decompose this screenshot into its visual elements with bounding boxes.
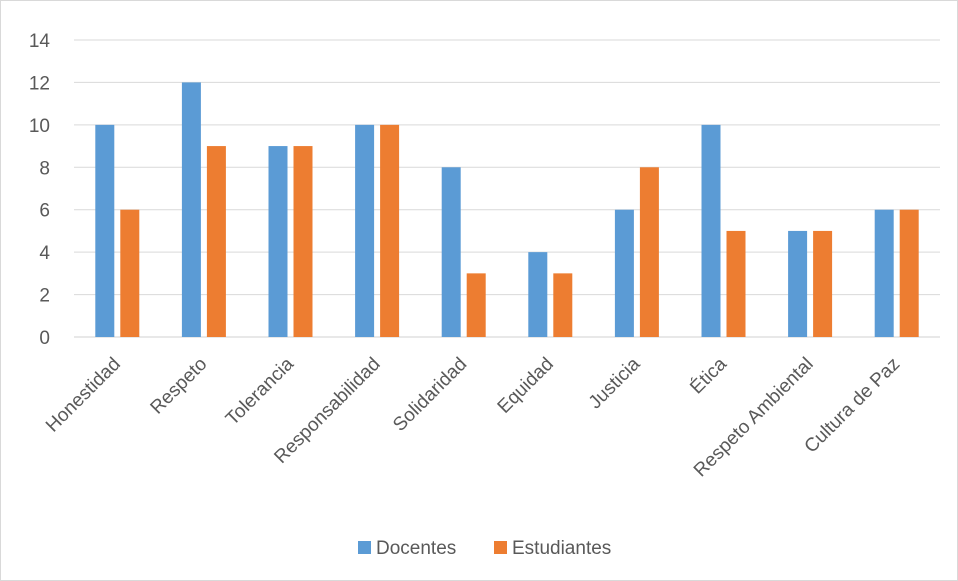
- bars: [95, 82, 919, 337]
- bar-docentes-5: [441, 167, 461, 337]
- y-tick-label: 8: [39, 158, 50, 179]
- bar-docentes-3: [268, 146, 288, 337]
- x-category-label: Tolerancia: [222, 353, 298, 429]
- x-category-label: Honestidad: [42, 354, 125, 437]
- y-tick-label: 0: [39, 328, 50, 349]
- bar-estudiantes-8: [726, 230, 746, 337]
- bar-estudiantes-7: [639, 167, 659, 337]
- bar-estudiantes-5: [466, 273, 486, 337]
- x-category-label: Ética: [686, 353, 731, 398]
- bar-estudiantes-1: [120, 209, 140, 337]
- y-axis-tick-labels: 0 2 4 6 8 10 12 14: [29, 31, 51, 349]
- bar-estudiantes-10: [899, 209, 919, 337]
- bar-docentes-4: [355, 124, 375, 337]
- x-category-label: Solidaridad: [389, 354, 471, 436]
- x-axis-category-labels: Honestidad Respeto ToleranciaResponsabilid…: [42, 353, 904, 481]
- legend-label-estudiantes: Estudiantes: [512, 538, 611, 559]
- gridlines: [74, 39, 940, 338]
- y-tick-label: 6: [39, 201, 50, 222]
- legend-swatch-estudiantes: [494, 541, 507, 554]
- bar-estudiantes-4: [380, 124, 400, 337]
- bar-docentes-8: [701, 124, 721, 337]
- x-category-label: Respeto: [147, 354, 212, 419]
- bar-estudiantes-2: [206, 146, 226, 337]
- bar-estudiantes-6: [553, 273, 573, 337]
- bar-docentes-7: [614, 209, 634, 337]
- x-category-label: Equidad: [494, 354, 558, 418]
- legend-label-docentes: Docentes: [376, 538, 456, 559]
- y-tick-label: 14: [29, 31, 51, 52]
- bar-docentes-6: [528, 252, 548, 337]
- bar-docentes-10: [874, 209, 894, 337]
- y-tick-label: 4: [39, 243, 50, 264]
- y-tick-label: 2: [39, 286, 50, 307]
- bar-estudiantes-9: [813, 230, 833, 337]
- y-tick-label: 12: [29, 73, 50, 94]
- x-category-label: Justicia: [585, 353, 645, 413]
- y-tick-label: 10: [29, 116, 50, 137]
- bar-docentes-9: [788, 230, 808, 337]
- bar-docentes-1: [95, 124, 115, 337]
- legend: Docentes Estudiantes: [358, 538, 611, 559]
- bar-estudiantes-3: [293, 146, 313, 337]
- bar-docentes-2: [181, 82, 201, 337]
- legend-swatch-docentes: [358, 541, 371, 554]
